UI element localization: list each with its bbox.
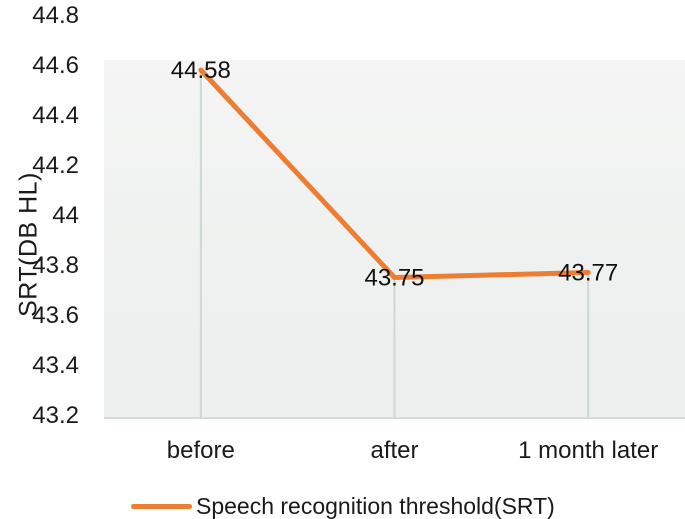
x-tick-label: 1 month later xyxy=(518,437,658,464)
x-tick-label: before xyxy=(167,437,235,464)
legend-line-swatch xyxy=(131,503,192,509)
y-tick-label: 44.4 xyxy=(32,102,79,129)
y-tick-label: 44 xyxy=(52,202,79,229)
legend: Speech recognition threshold(SRT) xyxy=(131,493,555,519)
data-label: 44.58 xyxy=(171,57,231,84)
y-tick-label: 44.2 xyxy=(32,152,79,179)
legend-series-label: Speech recognition threshold(SRT) xyxy=(196,493,555,519)
y-tick-label: 43.8 xyxy=(32,252,79,279)
y-tick-label: 43.4 xyxy=(32,352,79,379)
series-line xyxy=(198,67,591,280)
data-label: 43.75 xyxy=(364,265,424,292)
y-tick-label: 43.6 xyxy=(32,302,79,329)
y-tick-label: 44.6 xyxy=(32,52,79,79)
y-tick-label: 44.8 xyxy=(32,2,79,29)
x-tick-label: after xyxy=(370,437,418,464)
y-tick-label: 43.2 xyxy=(32,402,79,429)
data-label: 43.77 xyxy=(558,260,618,287)
